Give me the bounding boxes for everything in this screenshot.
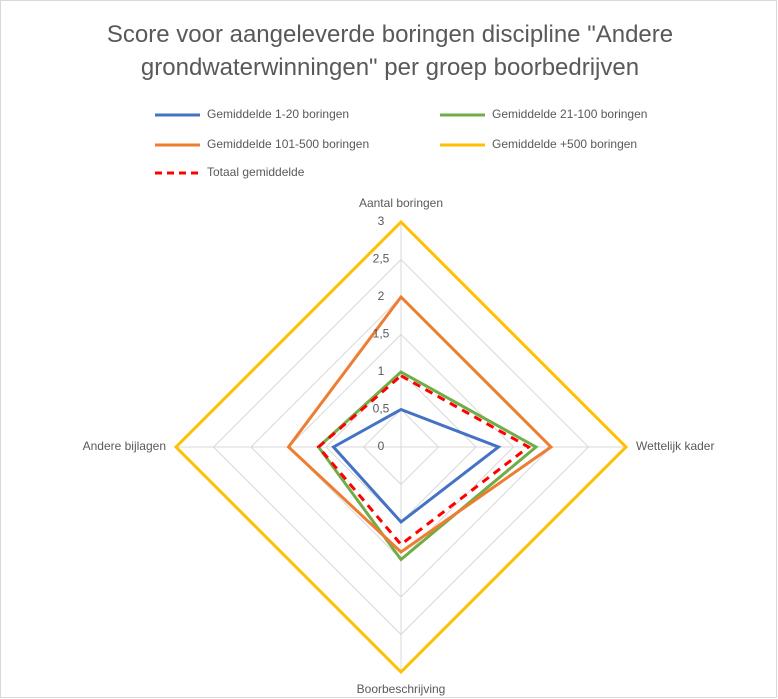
- legend-label: Totaal gemiddelde: [207, 165, 305, 179]
- axis-label: Boorbeschrijving: [357, 682, 446, 696]
- series-line: [286, 294, 554, 554]
- axis-label: Wettelijk kader: [636, 439, 714, 453]
- tick-label: 1: [378, 364, 385, 378]
- series-line: [316, 373, 532, 547]
- legend-label: Gemiddelde 1-20 boringen: [207, 107, 349, 121]
- legend-label: Gemiddelde 21-100 boringen: [492, 107, 647, 121]
- axis-label: Andere bijlagen: [83, 439, 166, 453]
- legend-label: Gemiddelde 101-500 boringen: [207, 137, 369, 151]
- series-line: [331, 407, 502, 525]
- series-line: [173, 219, 629, 675]
- tick-label: 0,5: [373, 402, 390, 416]
- tick-label: 2,5: [373, 252, 390, 266]
- tick-label: 3: [378, 214, 385, 228]
- series-line: [316, 370, 539, 562]
- tick-label: 2: [378, 289, 385, 303]
- chart-title: Score voor aangeleverde boringen discipl…: [106, 21, 674, 81]
- axis-label: Aantal boringen: [359, 196, 443, 210]
- tick-label: 0: [378, 439, 385, 453]
- tick-label: 1,5: [373, 327, 390, 341]
- legend-label: Gemiddelde +500 boringen: [492, 137, 637, 151]
